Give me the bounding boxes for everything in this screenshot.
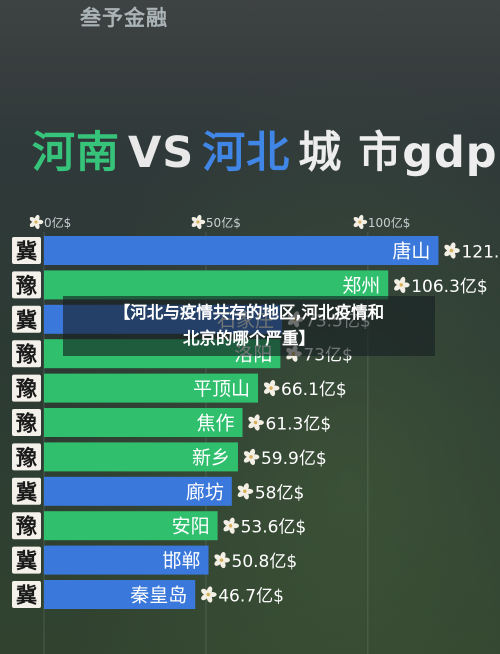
value-flower-icon xyxy=(237,483,254,500)
bar xyxy=(44,580,196,609)
overlay-line-1: 【河北与疫情共存的地区,河北疫情和 xyxy=(113,303,385,322)
province-badge-label: 冀 xyxy=(16,480,37,504)
bar xyxy=(44,442,238,472)
bar xyxy=(44,408,243,437)
bar-city-label: 平顶山 xyxy=(193,378,250,400)
value-flower-icon xyxy=(248,414,264,431)
province-seal-icon xyxy=(12,477,41,505)
value-flower-icon xyxy=(201,586,217,603)
province-badge-label: 冀 xyxy=(16,584,37,608)
bar xyxy=(44,476,232,506)
bar xyxy=(44,270,389,300)
bar-city-label: 秦皇岛 xyxy=(130,585,187,607)
province-badge-label: 豫 xyxy=(16,446,37,470)
axis-tick-icon xyxy=(29,214,44,230)
bar-value-label: 66.1亿$ xyxy=(281,380,347,400)
bar-value-label: 53.6亿$ xyxy=(241,518,307,538)
province-seal-icon xyxy=(12,340,41,368)
bar-city-label: 廊坊 xyxy=(186,481,224,503)
title-vs: VS xyxy=(128,128,195,178)
province-seal-icon xyxy=(12,374,41,402)
province-seal-icon xyxy=(12,581,41,608)
province-badge-label: 豫 xyxy=(16,515,37,539)
value-flower-icon xyxy=(394,276,410,293)
bar-city-label: 邯郸 xyxy=(162,550,200,572)
bar-city-label: 焦作 xyxy=(197,413,235,435)
value-flower-icon xyxy=(263,380,280,397)
bar-city-label: 唐山 xyxy=(392,241,430,263)
brand-watermark: 叁予金融 xyxy=(80,6,168,30)
bar-city-label: 郑州 xyxy=(342,275,380,297)
axis-tick-icon xyxy=(353,214,368,230)
title-hebei: 河北 xyxy=(202,128,291,178)
bar-value-label: 58亿$ xyxy=(255,483,304,503)
bar-value-label: 106.3亿$ xyxy=(411,277,487,297)
bar xyxy=(44,373,259,403)
province-badge-label: 豫 xyxy=(16,274,37,298)
bar xyxy=(44,511,218,541)
province-seal-icon xyxy=(12,512,41,540)
bar-city-label: 安阳 xyxy=(172,516,210,538)
bar-value-label: 59.9亿$ xyxy=(261,449,327,469)
bar-value-label: 121.8亿$ xyxy=(461,243,500,263)
province-badge-label: 豫 xyxy=(16,412,37,436)
province-seal-icon xyxy=(12,409,41,436)
bar-city-label: 新乡 xyxy=(192,447,230,469)
title-henan: 河南 xyxy=(32,128,120,178)
province-badge-label: 冀 xyxy=(16,549,37,573)
x-tick-label: 0亿$ xyxy=(44,215,71,230)
value-flower-icon xyxy=(223,517,239,534)
bar-value-label: 50.8亿$ xyxy=(232,552,298,572)
title-city-gdp: 城 市gdp xyxy=(298,128,498,178)
overlay-line-2: 北京的哪个严重】 xyxy=(183,329,315,348)
axis-tick-icon xyxy=(191,214,206,230)
x-tick-label: 100亿$ xyxy=(368,215,411,230)
value-flower-icon xyxy=(243,448,260,465)
province-seal-icon xyxy=(12,305,41,333)
province-seal-icon xyxy=(12,271,41,299)
article-title-overlay: 【河北与疫情共存的地区,河北疫情和 北京的哪个严重】 xyxy=(63,296,435,356)
bar-value-label: 61.3亿$ xyxy=(266,415,332,435)
province-badge-label: 冀 xyxy=(16,240,37,264)
province-badge-label: 豫 xyxy=(16,377,37,401)
province-seal-icon xyxy=(12,546,41,574)
x-tick-label: 50亿$ xyxy=(206,215,241,230)
province-seal-icon xyxy=(12,237,41,264)
province-badge-label: 豫 xyxy=(16,343,37,367)
value-flower-icon xyxy=(214,552,230,569)
province-badge-label: 冀 xyxy=(16,308,37,332)
page-title: 河南 VS 河北城 市gdp xyxy=(32,118,498,180)
province-seal-icon xyxy=(12,443,41,471)
bar xyxy=(44,545,209,575)
gdp-bar-chart: 0亿$50亿$100亿$冀唐山121.8亿$豫郑州106.3亿$冀石家庄73.5… xyxy=(12,214,500,654)
bar xyxy=(44,236,439,265)
value-flower-icon xyxy=(444,242,460,259)
bar-value-label: 46.7亿$ xyxy=(218,587,284,607)
